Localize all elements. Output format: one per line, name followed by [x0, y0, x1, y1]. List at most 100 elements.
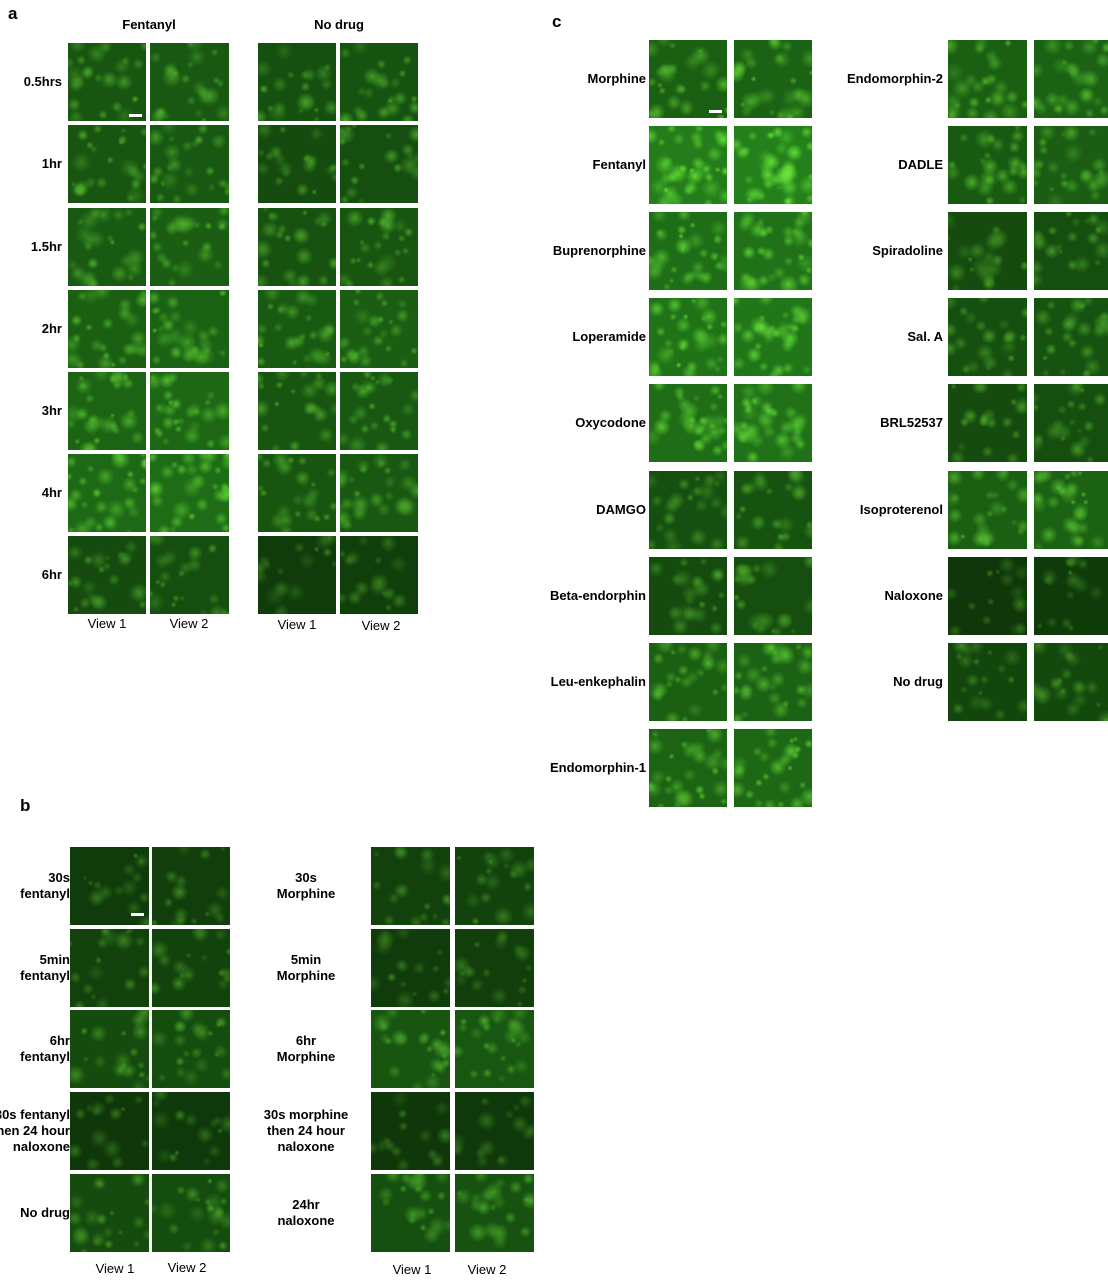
panel-c-row-label-right: No drug	[893, 674, 943, 689]
micrograph-tile	[340, 372, 418, 450]
micrograph-tile	[649, 212, 727, 290]
micrograph-tile	[340, 290, 418, 368]
panel-a-row-label: 1hr	[41, 156, 62, 171]
micrograph-tile	[152, 929, 230, 1007]
micrograph-tile	[152, 847, 230, 925]
micrograph-tile	[948, 643, 1027, 721]
micrograph-tile	[68, 208, 146, 286]
micrograph-tile	[70, 1092, 149, 1170]
panel-c-row-label-left: Oxycodone	[575, 415, 646, 430]
micrograph-tile	[371, 847, 450, 925]
panel-c-row-label-left: Morphine	[587, 71, 647, 86]
panel-a-row-label: 1.5hr	[30, 239, 62, 254]
scale-bar	[129, 114, 142, 117]
panel-a-view1-left: View 1	[87, 616, 127, 631]
micrograph-tile	[948, 40, 1027, 118]
panel-b-row-label-left: No drug	[20, 1205, 70, 1220]
micrograph-tile	[70, 847, 149, 925]
micrograph-tile	[948, 557, 1027, 635]
panel-c-row-label-left: Leu-enkephalin	[550, 674, 646, 689]
panel-a-row-label: 2hr	[41, 321, 62, 336]
micrograph-tile	[734, 557, 812, 635]
micrograph-tile	[150, 536, 229, 614]
panel-c-row-label-right: Sal. A	[907, 329, 943, 344]
micrograph-tile	[68, 372, 146, 450]
micrograph-tile	[649, 384, 727, 462]
panel-a-header-no-drug: No drug	[314, 17, 364, 32]
panel-b-row-label-right: 30s morphine then 24 hour naloxone	[263, 1107, 349, 1154]
panel-c-row-label-right: DADLE	[898, 157, 943, 172]
micrograph-tile	[70, 1174, 149, 1252]
micrograph-tile	[455, 1010, 534, 1088]
micrograph-tile	[734, 212, 812, 290]
micrograph-tile	[1034, 557, 1108, 635]
micrograph-tile	[68, 290, 146, 368]
micrograph-tile	[649, 471, 727, 549]
micrograph-tile	[649, 298, 727, 376]
panel-b-row-label-right: 6hr Morphine	[276, 1033, 336, 1064]
micrograph-tile	[948, 126, 1027, 204]
micrograph-tile	[371, 1174, 450, 1252]
micrograph-tile	[948, 212, 1027, 290]
scale-bar	[131, 913, 144, 916]
panel-b-row-label-left: 5min fentanyl	[20, 952, 70, 983]
micrograph-tile	[340, 43, 418, 121]
micrograph-tile	[371, 1092, 450, 1170]
micrograph-tile	[371, 929, 450, 1007]
micrograph-tile	[68, 125, 146, 203]
panel-b-row-label-left: 30s fentanyl then 24 hour naloxone	[0, 1107, 70, 1154]
micrograph-tile	[1034, 126, 1108, 204]
micrograph-tile	[152, 1174, 230, 1252]
micrograph-tile	[649, 729, 727, 807]
panel-b-row-label-right: 24hr naloxone	[277, 1197, 335, 1228]
micrograph-tile	[258, 208, 336, 286]
panel-a-row-label: 6hr	[41, 567, 62, 582]
panel-a-view1-right: View 1	[277, 617, 317, 632]
micrograph-tile	[258, 290, 336, 368]
panel-c-row-label-left: DAMGO	[596, 502, 646, 517]
micrograph-tile	[258, 43, 336, 121]
panel-b-row-label-right: 5min Morphine	[276, 952, 336, 983]
micrograph-tile	[649, 557, 727, 635]
micrograph-tile	[734, 126, 812, 204]
panel-b-view1-left: View 1	[95, 1261, 135, 1276]
micrograph-tile	[948, 298, 1027, 376]
panel-c-row-label-right: BRL52537	[880, 415, 943, 430]
panel-a-letter: a	[8, 4, 18, 23]
panel-c-row-label-right: Naloxone	[884, 588, 943, 603]
micrograph-tile	[152, 1010, 230, 1088]
micrograph-tile	[152, 1092, 230, 1170]
panel-a-view2-left: View 2	[169, 616, 209, 631]
micrograph-tile	[258, 125, 336, 203]
micrograph-tile	[150, 290, 229, 368]
micrograph-tile	[734, 643, 812, 721]
panel-c-row-label-right: Isoproterenol	[859, 502, 943, 517]
panel-a-row-label: 4hr	[41, 485, 62, 500]
micrograph-tile	[734, 384, 812, 462]
micrograph-tile	[340, 536, 418, 614]
scale-bar	[709, 110, 722, 113]
panel-a-header-fentanyl: Fentanyl	[122, 17, 176, 32]
micrograph-tile	[371, 1010, 450, 1088]
micrograph-tile	[649, 40, 727, 118]
panel-a-row-label: 3hr	[41, 403, 62, 418]
micrograph-tile	[1034, 384, 1108, 462]
micrograph-tile	[455, 929, 534, 1007]
panel-c-row-label-left: Endomorphin-1	[549, 760, 646, 775]
panel-a-row-label: 0.5hrs	[23, 74, 62, 89]
micrograph-tile	[340, 454, 418, 532]
micrograph-tile	[150, 454, 229, 532]
panel-c-row-label-left: Fentanyl	[592, 157, 646, 172]
micrograph-tile	[258, 372, 336, 450]
micrograph-tile	[68, 536, 146, 614]
panel-b-row-label-left: 6hr fentanyl	[20, 1033, 70, 1064]
panel-b-view1-right: View 1	[392, 1262, 432, 1277]
micrograph-tile	[150, 372, 229, 450]
micrograph-tile	[734, 298, 812, 376]
panel-c-letter: c	[552, 12, 562, 31]
panel-b-view2-right: View 2	[467, 1262, 507, 1277]
panel-b-row-label-left: 30s fentanyl	[20, 870, 70, 901]
micrograph-tile	[70, 929, 149, 1007]
micrograph-tile	[455, 1174, 534, 1252]
micrograph-tile	[948, 384, 1027, 462]
